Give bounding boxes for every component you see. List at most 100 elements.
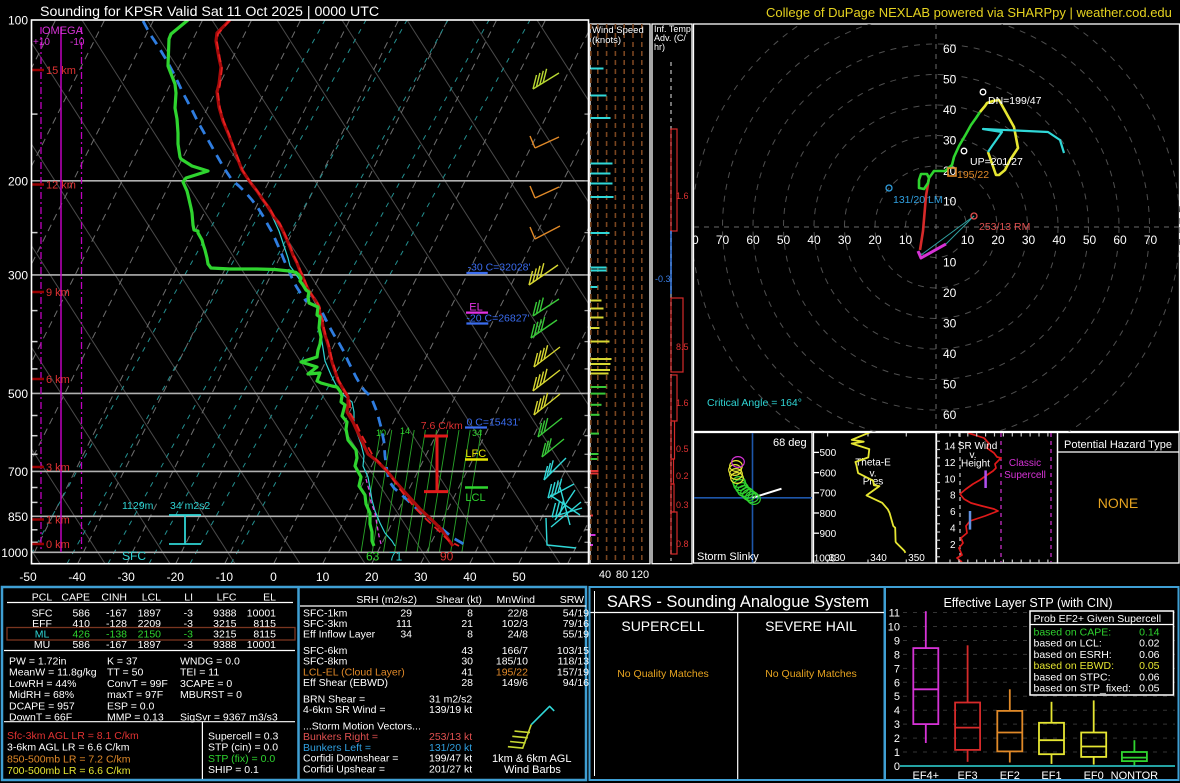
- svg-text:EF0: EF0: [1084, 770, 1104, 782]
- svg-text:Wind Speed: Wind Speed: [592, 25, 644, 36]
- svg-text:Eff Inflow Layer: Eff Inflow Layer: [303, 629, 376, 641]
- svg-text:BRN Shear =: BRN Shear =: [303, 694, 365, 706]
- svg-text:Eff Shear (EBWD): Eff Shear (EBWD): [303, 677, 388, 689]
- svg-text:Theta-E: Theta-E: [855, 457, 891, 468]
- svg-text:14: 14: [944, 442, 956, 453]
- svg-text:MidRH = 68%: MidRH = 68%: [9, 689, 74, 701]
- svg-text:College of DuPage NEXLAB power: College of DuPage NEXLAB powered via SHA…: [766, 5, 1172, 20]
- svg-text:10: 10: [961, 233, 975, 247]
- svg-text:MBURST = 0: MBURST = 0: [180, 689, 242, 701]
- svg-text:55/19: 55/19: [563, 629, 589, 641]
- svg-text:4: 4: [894, 705, 900, 717]
- svg-text:SHIP = 0.1: SHIP = 0.1: [208, 764, 259, 776]
- svg-text:900: 900: [820, 529, 837, 540]
- svg-text:Effective Layer STP (with CIN): Effective Layer STP (with CIN): [943, 596, 1112, 610]
- svg-text:34: 34: [400, 629, 412, 641]
- svg-text:34 m2s2: 34 m2s2: [170, 500, 210, 512]
- svg-text:Sfc-3km AGL LR = 8.1 C/km: Sfc-3km AGL LR = 8.1 C/km: [7, 730, 139, 742]
- svg-text:+10: +10: [33, 37, 50, 48]
- svg-text:500: 500: [8, 387, 28, 401]
- svg-text:DCAPE = 957: DCAPE = 957: [9, 700, 75, 712]
- svg-text:-40: -40: [68, 570, 86, 584]
- svg-text:0.5: 0.5: [676, 444, 689, 454]
- svg-text:340: 340: [870, 553, 887, 564]
- svg-text:hr): hr): [654, 42, 665, 52]
- svg-text:-3: -3: [184, 608, 193, 620]
- svg-text:111: 111: [396, 618, 412, 630]
- svg-text:7: 7: [894, 663, 900, 675]
- svg-text:10: 10: [376, 428, 386, 438]
- svg-text:22/8: 22/8: [508, 608, 529, 620]
- svg-text:ESP = 0.0: ESP = 0.0: [107, 700, 155, 712]
- svg-text:based on STP_fixed:: based on STP_fixed:: [1034, 683, 1131, 695]
- svg-text:3215: 3215: [213, 629, 237, 641]
- svg-text:Wind Barbs: Wind Barbs: [504, 764, 561, 776]
- svg-text:CAPE: CAPE: [61, 592, 90, 604]
- svg-text:50: 50: [943, 378, 957, 392]
- svg-text:80: 80: [685, 233, 699, 247]
- svg-text:330: 330: [829, 553, 846, 564]
- svg-text:1897: 1897: [138, 608, 162, 620]
- svg-text:10: 10: [888, 622, 900, 634]
- svg-text:0 km: 0 km: [46, 539, 70, 551]
- svg-text:50: 50: [1083, 233, 1097, 247]
- svg-text:TT = 50: TT = 50: [107, 667, 143, 679]
- svg-text:1: 1: [894, 747, 900, 759]
- svg-text:31 m2/s2: 31 m2/s2: [429, 694, 472, 706]
- svg-text:10: 10: [316, 570, 330, 584]
- svg-text:EL: EL: [469, 302, 482, 314]
- svg-text:10: 10: [943, 256, 957, 270]
- svg-text:based on EBWD:: based on EBWD:: [1034, 660, 1115, 672]
- svg-text:43: 43: [461, 645, 473, 657]
- svg-text:10: 10: [943, 195, 957, 209]
- svg-text:5: 5: [894, 691, 900, 703]
- svg-text:7.6 C/km: 7.6 C/km: [421, 420, 463, 432]
- svg-text:90: 90: [440, 550, 454, 564]
- svg-text:SFC-1km: SFC-1km: [303, 608, 348, 620]
- svg-text:0.06: 0.06: [1139, 671, 1160, 683]
- svg-text:EL: EL: [263, 592, 276, 604]
- svg-text:30: 30: [414, 570, 428, 584]
- svg-text:SRH (m2/s2): SRH (m2/s2): [356, 594, 417, 606]
- svg-text:-3: -3: [184, 618, 193, 630]
- svg-text:-167: -167: [106, 639, 127, 651]
- svg-text:No Quality Matches: No Quality Matches: [617, 668, 709, 680]
- svg-text:4: 4: [950, 524, 956, 535]
- svg-text:500: 500: [820, 448, 837, 459]
- svg-text:21: 21: [461, 618, 473, 630]
- svg-text:maxT = 97F: maxT = 97F: [107, 689, 163, 701]
- svg-text:41: 41: [461, 666, 473, 678]
- svg-text:6: 6: [894, 677, 900, 689]
- svg-text:Supercell: Supercell: [1004, 470, 1046, 481]
- svg-text:34: 34: [472, 428, 482, 438]
- svg-text:60: 60: [943, 408, 957, 422]
- svg-text:6 km: 6 km: [46, 374, 70, 386]
- svg-text:40: 40: [943, 103, 957, 117]
- svg-text:8.5: 8.5: [676, 342, 689, 352]
- svg-text:149/6: 149/6: [502, 677, 528, 689]
- svg-text:based on LCL:: based on LCL:: [1034, 638, 1102, 650]
- svg-text:v.: v.: [869, 469, 876, 480]
- svg-text:STP (cin) = 0.0: STP (cin) = 0.0: [208, 742, 278, 754]
- svg-text:LI: LI: [184, 592, 193, 604]
- svg-text:30: 30: [943, 317, 957, 331]
- svg-text:TEI = 11: TEI = 11: [180, 667, 219, 679]
- svg-text:...Storm Motion Vectors...: ...Storm Motion Vectors...: [303, 721, 421, 733]
- svg-text:700: 700: [820, 489, 837, 500]
- svg-text:586: 586: [72, 608, 90, 620]
- svg-text:1.6: 1.6: [676, 191, 689, 201]
- svg-text:195/22: 195/22: [957, 169, 989, 181]
- svg-text:28: 28: [461, 677, 473, 689]
- svg-text:MeanW = 11.8g/kg: MeanW = 11.8g/kg: [9, 667, 97, 679]
- svg-text:118/13: 118/13: [558, 656, 589, 668]
- svg-text:54/19: 54/19: [563, 608, 589, 620]
- svg-text:200: 200: [8, 174, 28, 188]
- svg-text:1km & 6km AGL: 1km & 6km AGL: [492, 753, 571, 765]
- svg-text:-3: -3: [184, 639, 193, 651]
- svg-text:-30: -30: [118, 570, 136, 584]
- svg-text:SFC-6km: SFC-6km: [303, 645, 348, 657]
- svg-text:v.: v.: [970, 450, 977, 461]
- svg-text:40: 40: [807, 233, 821, 247]
- svg-text:50: 50: [943, 73, 957, 87]
- svg-text:PCL: PCL: [32, 592, 53, 604]
